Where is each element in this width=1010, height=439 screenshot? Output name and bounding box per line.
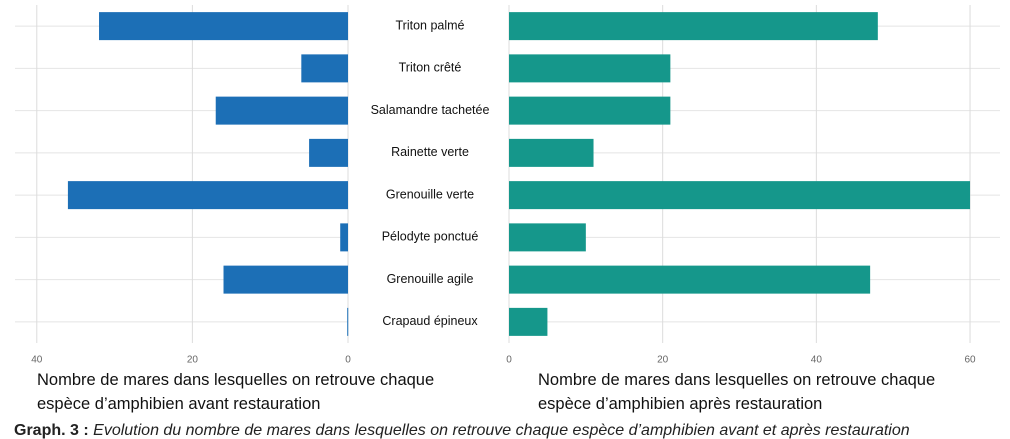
caption-text: Evolution du nombre de mares dans lesque…: [93, 422, 910, 439]
caption: Graph. 3 : Evolution du nombre de mares …: [14, 422, 910, 439]
x-tick-label: 60: [964, 355, 976, 365]
chart: 40 20 0 0 20 40 60 Triton palmé Triton crêté Sala…: [15, 5, 1000, 366]
bar: [99, 12, 348, 41]
bar: [509, 54, 671, 83]
bar: [509, 12, 878, 41]
x-tick-label: 0: [506, 355, 512, 365]
bar: [67, 181, 348, 210]
bar: [301, 54, 348, 83]
x-axis-title: Nombre de mares dans lesquelles on retro…: [538, 371, 936, 413]
category-label: Rainette verte: [391, 145, 469, 159]
bar: [347, 307, 349, 336]
x-tick-label: 40: [811, 355, 823, 365]
category-label: Triton palmé: [395, 18, 464, 32]
bar: [509, 265, 871, 294]
x-tick-label: 20: [187, 355, 199, 365]
x-axis-title: Nombre de mares dans lesquelles on retro…: [37, 371, 435, 413]
x-tick-label: 20: [657, 355, 669, 365]
bar: [340, 223, 348, 252]
category-label: Grenouille verte: [386, 187, 474, 201]
x-tick-label: 40: [31, 355, 43, 365]
x-tick-label: 0: [345, 355, 351, 365]
bar: [509, 181, 971, 210]
caption-label: Graph. 3 :: [14, 422, 89, 439]
bar: [309, 138, 348, 167]
bar: [509, 307, 548, 336]
bar: [509, 138, 594, 167]
bar: [223, 265, 348, 294]
category-label: Salamandre tachetée: [371, 103, 490, 117]
category-label: Grenouille agile: [387, 272, 474, 286]
category-label: Pélodyte ponctué: [382, 230, 479, 244]
category-label: Crapaud épineux: [382, 314, 478, 328]
bar: [509, 96, 671, 125]
bar: [509, 223, 586, 252]
category-label: Triton crêté: [399, 61, 462, 75]
bar: [215, 96, 348, 125]
